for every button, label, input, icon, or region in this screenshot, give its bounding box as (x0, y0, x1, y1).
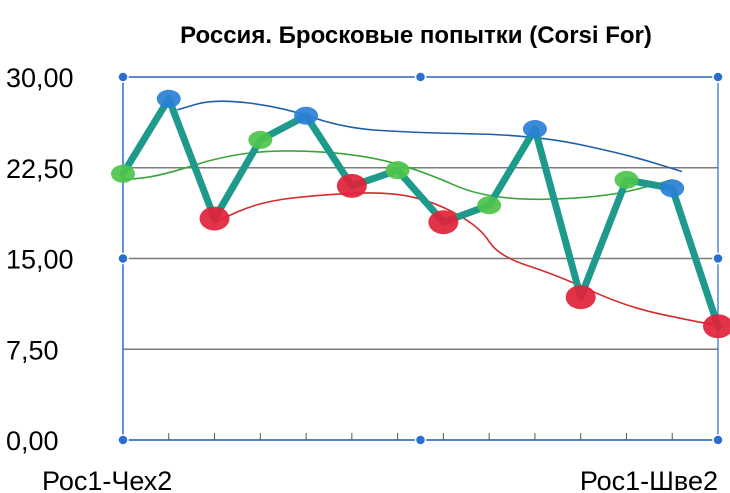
data-point-blue (156, 89, 181, 108)
data-point-red (336, 173, 367, 198)
x-label-last: Рос1-Шве2 (580, 466, 718, 493)
resize-handle (117, 252, 129, 265)
grid-layer (123, 76, 718, 441)
y-tick-label: 22,50 (6, 154, 74, 184)
data-point-red (428, 210, 459, 235)
red-trend-line (213, 192, 724, 328)
data-point-blue (522, 120, 547, 139)
data-point-green (614, 170, 639, 189)
resize-handle (414, 71, 427, 83)
data-point-green (477, 196, 502, 215)
resize-handle (117, 434, 129, 446)
resize-handle (414, 434, 427, 446)
data-point-red (565, 285, 596, 310)
x-label-first: Рос1-Чех2 (42, 466, 172, 493)
data-point-blue (294, 106, 319, 125)
resize-handle (712, 71, 724, 83)
data-point-green (248, 130, 273, 149)
data-point-red (703, 314, 730, 339)
trend-layer (122, 100, 724, 328)
y-tick-label: 7,50 (6, 335, 59, 365)
chart-title: Россия. Бросковые попытки (Corsi For) (180, 22, 652, 49)
data-point-red (199, 206, 230, 231)
resize-handle (712, 434, 724, 446)
resize-handle (117, 71, 129, 83)
point-layer (111, 89, 730, 339)
handle-layer (117, 71, 724, 446)
blue-trend-line (177, 100, 683, 173)
data-point-green (111, 164, 135, 183)
y-tick-label: 15,00 (6, 245, 74, 275)
resize-handle (712, 252, 724, 265)
y-tick-label: 0,00 (6, 426, 59, 456)
data-point-blue (660, 179, 685, 198)
green-trend-line (122, 150, 674, 201)
data-point-green (385, 161, 410, 180)
series-line (119, 95, 722, 330)
label-layer: 0,00 7,50 15,00 22,50 30,00 Рос1-Чех2 Рос1-Шве… (6, 63, 718, 493)
y-tick-label: 30,00 (6, 63, 74, 93)
series-layer (119, 95, 722, 330)
